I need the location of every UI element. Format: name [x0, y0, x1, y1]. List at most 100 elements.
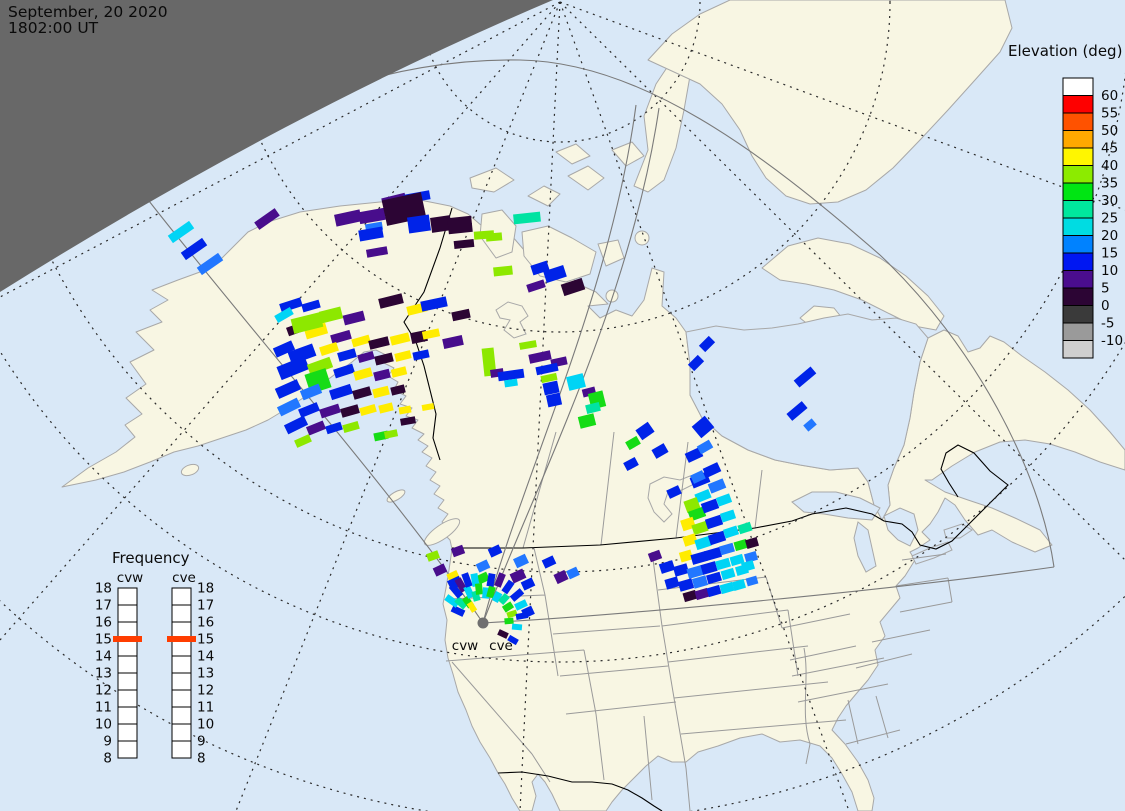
backscatter-tile: [719, 509, 737, 523]
frequency-cell: [117, 672, 138, 691]
backscatter-tile: [528, 350, 552, 364]
lakes-layer: [495, 301, 973, 573]
elevation-tick-label: 0: [1101, 298, 1110, 314]
backscatter-tile: [690, 551, 708, 565]
backscatter-tile: [694, 535, 712, 551]
frequency-markers: [113, 636, 196, 642]
elevation-colorbar: [1062, 77, 1094, 359]
frequency-legend-title: Frequency: [112, 549, 190, 567]
backscatter-tile: [706, 571, 722, 585]
frequency-cell: [171, 672, 192, 691]
backscatter-tile: [509, 588, 525, 602]
backscatter-tile: [453, 238, 475, 250]
backscatter-tile: [737, 521, 753, 535]
backscatter-tile: [476, 571, 490, 585]
backscatter-tile: [306, 356, 334, 376]
backscatter-tile: [290, 312, 324, 334]
lake-superior: [791, 491, 881, 521]
backscatter-tile: [553, 569, 569, 585]
king-william-island: [605, 289, 619, 303]
somerset-island: [634, 230, 650, 246]
backscatter-tile: [497, 368, 525, 382]
backscatter-tile: [733, 538, 749, 552]
backscatter-tile: [254, 208, 280, 230]
site-label-cvw: cvw: [452, 638, 478, 654]
backscatter-tile: [421, 328, 441, 340]
elevation-tick-label: 35: [1101, 176, 1118, 192]
backscatter-tile: [566, 373, 586, 391]
elevation-color-box: [1062, 252, 1094, 271]
elevation-tick-label: 30: [1101, 193, 1118, 209]
backscatter-tile: [509, 568, 527, 584]
backscatter-tile: [501, 601, 515, 613]
backscatter-tile: [682, 589, 698, 603]
backscatter-tile: [412, 349, 430, 361]
backscatter-tile: [389, 332, 411, 346]
elevation-color-box: [1062, 270, 1094, 289]
backscatter-tile: [647, 549, 663, 563]
frequency-cell: [171, 706, 192, 725]
backscatter-tile: [543, 265, 567, 283]
frequency-cell: [117, 706, 138, 725]
backscatter-tile: [299, 383, 323, 401]
backscatter-tile: [707, 530, 727, 546]
backscatter-tile: [328, 383, 354, 401]
backscatter-tile: [398, 405, 412, 415]
backscatter-tile: [180, 237, 208, 261]
backscatter-tile: [301, 299, 321, 313]
backscatter-tile: [446, 570, 460, 582]
frequency-tick-label-west: 18: [95, 581, 112, 597]
backscatter-tile: [337, 348, 357, 362]
backscatter-tile: [448, 583, 464, 599]
elevation-tick-label: 60: [1101, 88, 1118, 104]
backscatter-tile: [274, 379, 302, 399]
backscatter-tile: [351, 334, 371, 348]
frequency-tick-label-east: 18: [197, 581, 214, 597]
backscatter-tile: [715, 557, 731, 571]
backscatter-tile: [352, 386, 372, 400]
backscatter-tile: [504, 617, 514, 625]
backscatter-tile: [430, 215, 452, 233]
backscatter-tile: [390, 384, 406, 396]
backscatter-tile: [720, 567, 736, 581]
time-text: 1802:00 UT: [8, 19, 99, 37]
frequency-tick-label-west: 11: [95, 700, 112, 716]
backscatter-tile: [506, 609, 518, 619]
fov-divider-west: [482, 104, 637, 624]
backscatter-tile: [722, 525, 740, 539]
frequency-cell: [117, 740, 138, 759]
frequency-tick-label-west: 14: [95, 649, 112, 665]
frequency-marker: [113, 636, 142, 642]
fov-east-edge: [482, 566, 1055, 624]
latitude-circle: [0, 341, 1125, 663]
frequency-tick-label-east: 11: [197, 700, 214, 716]
backscatter-tile: [372, 385, 390, 399]
backscatter-tile: [318, 306, 344, 324]
frequency-tick-label-east: 15: [197, 632, 214, 648]
frequency-tick-label-west: 16: [95, 615, 112, 631]
backscatter-tile: [560, 277, 586, 297]
frequency-tick-label-west: 9: [103, 734, 112, 750]
backscatter-tile: [461, 572, 473, 588]
backscatter-tile: [635, 421, 655, 441]
frequency-tick-label-east: 10: [197, 717, 214, 733]
lake-huron: [883, 507, 919, 547]
backscatter-tile: [651, 443, 669, 459]
elevation-color-box: [1062, 217, 1094, 236]
backscatter-tile: [745, 575, 759, 587]
backscatter-tile: [365, 246, 389, 258]
elevation-color-box: [1062, 130, 1094, 149]
backscatter-tile: [511, 623, 523, 631]
elevation-legend: Elevation (deg) 605550454035302520151050…: [1008, 42, 1123, 359]
backscatter-tile: [340, 404, 360, 418]
frequency-tick-label-east: 17: [197, 598, 214, 614]
backscatter-tile: [486, 572, 496, 588]
backscatter-tile: [743, 551, 759, 563]
backscatter-tile: [454, 596, 468, 610]
backscatter-tile: [803, 418, 817, 432]
backscatter-tile: [305, 420, 327, 436]
